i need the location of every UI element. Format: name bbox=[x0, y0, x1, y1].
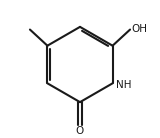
Text: OH: OH bbox=[131, 24, 147, 34]
Text: NH: NH bbox=[116, 80, 132, 90]
Text: O: O bbox=[76, 126, 84, 136]
